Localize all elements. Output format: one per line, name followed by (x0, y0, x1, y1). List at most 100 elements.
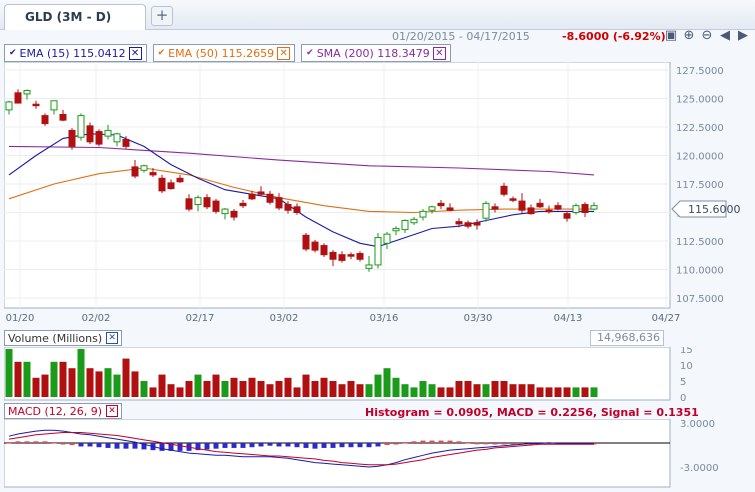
close-icon[interactable]: ✕ (277, 46, 291, 60)
macd-chart[interactable]: 3.0000 -3.0000 (4, 419, 755, 488)
candle[interactable] (230, 209, 238, 221)
candle[interactable] (194, 195, 202, 212)
candle[interactable] (14, 89, 22, 104)
candle[interactable] (104, 124, 112, 140)
macd-histogram-bar (159, 443, 165, 451)
candle[interactable] (473, 219, 481, 230)
legend-ema50[interactable]: ✔ EMA (50) 115.2659 ✕ (152, 44, 296, 62)
x-tick-label: 04/27 (652, 313, 681, 324)
candle[interactable] (203, 194, 211, 210)
candle[interactable] (482, 201, 490, 222)
candle[interactable] (221, 207, 229, 220)
candle[interactable] (122, 136, 130, 149)
volume-y-tick: 5 (680, 377, 686, 388)
volume-bar (32, 377, 40, 397)
candle[interactable] (41, 113, 49, 126)
close-icon[interactable]: ✕ (106, 332, 119, 344)
candle[interactable] (500, 182, 508, 197)
candle[interactable] (356, 251, 364, 262)
candle[interactable] (239, 199, 247, 208)
candle[interactable] (212, 198, 220, 214)
close-icon[interactable]: ✕ (432, 46, 446, 60)
candle[interactable] (5, 100, 13, 115)
candle[interactable] (59, 109, 67, 122)
candle[interactable] (320, 243, 328, 257)
candle[interactable] (293, 203, 301, 215)
volume-bar (491, 381, 499, 397)
macd-histogram-bar (456, 441, 462, 443)
zoom-in-icon[interactable]: ⊕ (683, 28, 695, 43)
volume-bar (230, 377, 238, 397)
candle[interactable] (545, 205, 553, 214)
legend-sma200[interactable]: ✔ SMA (200) 118.3479 ✕ (301, 44, 451, 62)
candle[interactable] (68, 128, 76, 150)
candle[interactable] (365, 255, 373, 272)
candle[interactable] (284, 201, 292, 214)
candle-body (401, 219, 409, 231)
candle[interactable] (419, 209, 427, 221)
candle[interactable] (23, 89, 31, 100)
candle[interactable] (32, 100, 40, 109)
tab-gld[interactable]: GLD (3M - D) (4, 4, 146, 30)
candle[interactable] (401, 219, 409, 234)
candle[interactable] (185, 194, 193, 212)
candle[interactable] (275, 193, 283, 211)
candle[interactable] (563, 211, 571, 222)
candle[interactable] (509, 196, 517, 203)
candle[interactable] (383, 231, 391, 249)
candle[interactable] (257, 186, 265, 196)
candle-body (68, 129, 76, 147)
y-tick-label: 110.0000 (676, 266, 724, 277)
candle[interactable] (446, 203, 454, 212)
candle[interactable] (77, 113, 85, 141)
volume-bar (122, 358, 130, 397)
candle-body (176, 177, 184, 183)
candle[interactable] (572, 203, 580, 215)
candle[interactable] (392, 226, 400, 236)
candle[interactable] (410, 217, 418, 226)
candle[interactable] (86, 122, 94, 145)
candle[interactable] (140, 164, 148, 173)
candle[interactable] (338, 251, 346, 263)
candle[interactable] (374, 233, 382, 269)
candle[interactable] (266, 190, 274, 205)
candle[interactable] (176, 174, 184, 183)
candle[interactable] (131, 160, 139, 179)
candle[interactable] (113, 132, 121, 147)
candle[interactable] (329, 250, 337, 267)
candle[interactable] (554, 202, 562, 211)
candle[interactable] (455, 218, 463, 228)
candle[interactable] (581, 202, 589, 218)
candle[interactable] (158, 174, 166, 194)
volume-chart[interactable]: 15 10 5 0 (4, 347, 755, 401)
candle[interactable] (518, 193, 526, 214)
add-tab-button[interactable]: + (151, 6, 173, 26)
legend-ema15[interactable]: ✔ EMA (15) 115.0412 ✕ (4, 44, 147, 62)
pan-left-icon[interactable]: ◀ (720, 28, 730, 43)
x-tick-label: 02/17 (186, 313, 215, 324)
candle[interactable] (95, 129, 103, 147)
candle[interactable] (50, 100, 58, 115)
close-icon[interactable]: ✕ (128, 46, 142, 60)
fit-icon[interactable]: ▣ (664, 28, 678, 43)
candle[interactable] (527, 204, 535, 215)
candle[interactable] (428, 205, 436, 214)
pan-right-icon[interactable]: ▶ (738, 28, 748, 43)
candle[interactable] (491, 203, 499, 213)
candle[interactable] (167, 179, 175, 190)
candle[interactable] (437, 199, 445, 210)
zoom-out-icon[interactable]: ⊖ (701, 28, 713, 43)
candle[interactable] (347, 252, 355, 260)
candle[interactable] (536, 198, 544, 208)
candle[interactable] (311, 239, 319, 253)
candle-body (122, 139, 130, 147)
candle[interactable] (464, 220, 472, 229)
candle-body (77, 115, 85, 138)
macd-histogram-bar (492, 443, 498, 445)
price-chart[interactable]: 127.5000 125.0000 122.5000 120.0000 117.5000… (4, 62, 755, 324)
close-icon[interactable]: ✕ (106, 405, 119, 417)
candle[interactable] (149, 168, 157, 178)
candle[interactable] (302, 233, 310, 252)
candle[interactable] (590, 202, 598, 211)
candle[interactable] (248, 190, 256, 200)
